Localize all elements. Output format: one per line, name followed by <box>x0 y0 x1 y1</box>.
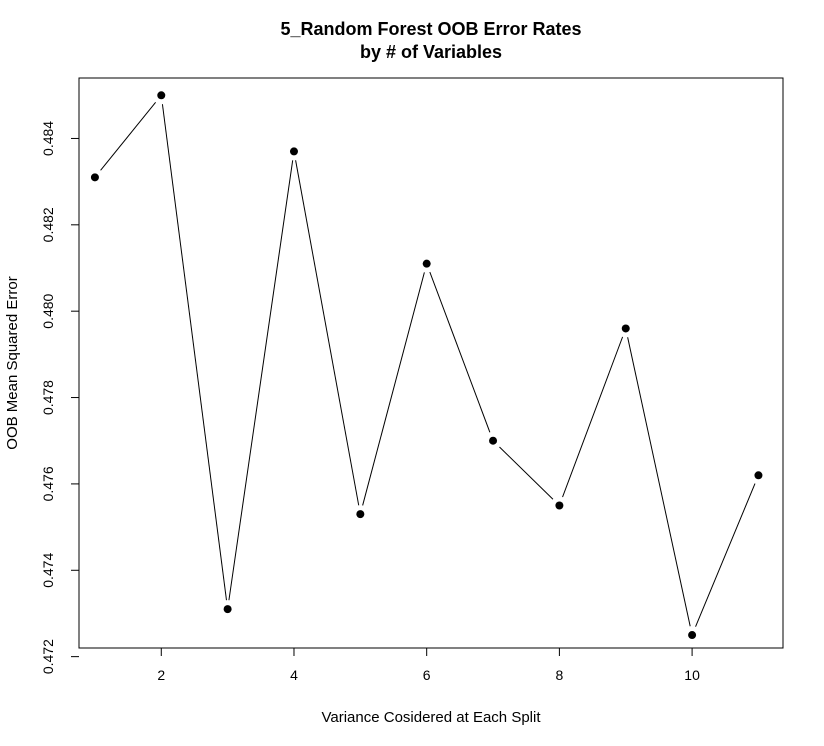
series-line-segment <box>429 271 491 433</box>
data-point <box>754 471 763 480</box>
chart-title-line1: 5_Random Forest OOB Error Rates <box>280 19 581 39</box>
series-line-segment <box>100 101 157 171</box>
y-tick-label: 0.472 <box>40 639 56 674</box>
y-tick-label: 0.480 <box>40 293 56 328</box>
series-line-segment <box>362 272 425 506</box>
y-axis-label: OOB Mean Squared Error <box>4 276 21 449</box>
data-point <box>223 605 232 614</box>
y-tick-label: 0.478 <box>40 380 56 415</box>
x-tick-label: 2 <box>157 667 165 683</box>
series-line-segment <box>695 483 756 627</box>
data-point <box>157 91 166 100</box>
series-line-segment <box>499 446 554 500</box>
data-point <box>356 510 365 519</box>
y-axis: 0.472 0.474 0.476 0.478 0.480 0.482 0.484 <box>40 121 79 674</box>
data-series <box>90 91 763 640</box>
series-line-segment <box>627 337 691 627</box>
y-tick-label: 0.476 <box>40 466 56 501</box>
data-point <box>555 501 564 510</box>
series-line-segment <box>228 160 294 601</box>
x-tick-label: 4 <box>290 667 298 683</box>
x-tick-label: 8 <box>555 667 563 683</box>
data-point <box>621 324 630 333</box>
data-point <box>422 259 431 268</box>
series-line-segment <box>562 336 624 498</box>
chart-title-line2: by # of Variables <box>360 42 502 62</box>
data-point <box>289 147 298 156</box>
data-point <box>688 631 697 640</box>
x-tick-label: 6 <box>423 667 431 683</box>
data-point <box>90 173 99 182</box>
y-tick-label: 0.474 <box>40 553 56 588</box>
y-tick-label: 0.482 <box>40 207 56 242</box>
series-line-segment <box>295 160 360 506</box>
x-axis: 2 4 6 8 10 <box>157 648 700 683</box>
data-point <box>489 436 498 445</box>
y-tick-label: 0.484 <box>40 121 56 156</box>
plot-frame <box>78 77 784 649</box>
x-tick-label: 10 <box>684 667 700 683</box>
x-axis-label: Variance Cosidered at Each Split <box>321 709 541 726</box>
series-line-segment <box>161 104 227 601</box>
